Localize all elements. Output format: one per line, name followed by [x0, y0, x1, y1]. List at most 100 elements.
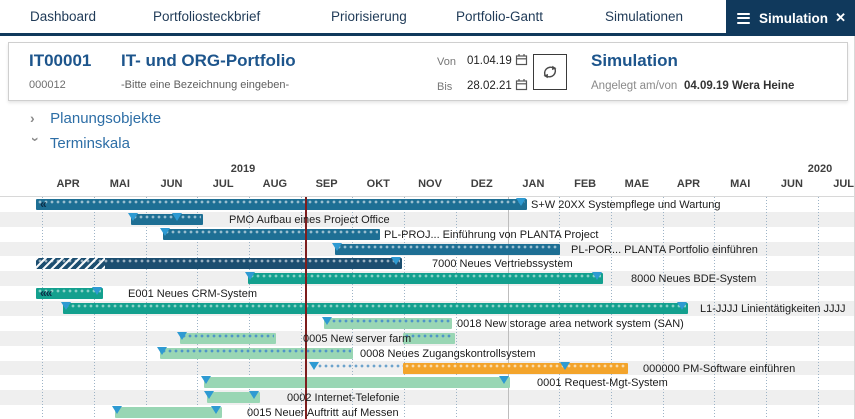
month-label: JUL [833, 178, 854, 190]
gantt-bar[interactable] [180, 332, 276, 344]
month-label: AUG [262, 178, 288, 190]
gantt-bar[interactable] [115, 407, 222, 419]
milestone-triangle-icon [128, 212, 138, 221]
bar-dot-pattern [38, 200, 525, 204]
bar-dot-pattern [133, 214, 201, 219]
bar-dot-pattern [38, 289, 101, 294]
scroll-back-marker: « [40, 197, 47, 211]
gantt-bar[interactable] [207, 392, 260, 404]
month-gridline [714, 197, 716, 419]
bar-dot-pattern [405, 363, 626, 368]
von-label: Von [437, 56, 456, 68]
milestone-triangle-icon [499, 376, 509, 385]
top-nav: Dashboard Portfoliosteckbrief Priorisier… [0, 0, 855, 36]
milestone-triangle-icon [157, 346, 167, 355]
nav-item-portfolio-gantt[interactable]: Portfolio-Gantt [456, 9, 544, 24]
gantt-bar[interactable]: « [36, 197, 527, 211]
section-terminskala[interactable]: › Terminskala [28, 135, 130, 152]
month-gridline [42, 197, 44, 419]
milestone-triangle-icon [245, 272, 255, 281]
gantt-bar[interactable] [63, 303, 688, 315]
gantt-bar-label: 0001 Request-Mgt-System [537, 377, 668, 390]
month-gridline [817, 197, 819, 419]
gantt-bar-segment[interactable] [403, 332, 455, 344]
bis-label: Bis [437, 81, 453, 93]
gantt-bar[interactable] [160, 347, 353, 359]
bis-date-field[interactable]: 28.02.21 [467, 80, 512, 92]
milestone-triangle-icon [160, 227, 170, 236]
nav-item-simulationen[interactable]: Simulationen [605, 9, 684, 24]
nav-item-dashboard[interactable]: Dashboard [30, 9, 97, 24]
gantt-bar-label: 0005 New server farm [303, 332, 412, 345]
portfolio-header-card: IT00001 IT- und ORG-Portfolio 000012 -Bi… [8, 42, 848, 101]
gantt-bar-label: 8000 Neues BDE-System [631, 273, 757, 286]
nav-item-priorisierung[interactable]: Priorisierung [331, 9, 407, 24]
sync-button[interactable] [533, 54, 567, 90]
bar-dot-pattern [326, 318, 450, 323]
portfolio-id: IT00001 [29, 51, 92, 70]
gantt-month-header: APR MAI JUN JUL AUG SEP OKT NOV DEZ JAN FEB MAE APR M… [0, 178, 855, 193]
bar-dot-pattern [250, 274, 601, 279]
gantt-bar[interactable] [403, 362, 628, 374]
gantt-bar[interactable]: «« [36, 287, 103, 300]
gantt-bar[interactable] [324, 317, 452, 329]
milestone-triangle-icon [560, 361, 570, 370]
close-icon[interactable]: ✕ [835, 10, 846, 25]
gantt-row-stripe [0, 390, 855, 406]
tab-simulation-active[interactable]: Simulation ✕ [726, 0, 855, 36]
bar-dot-pattern [405, 333, 453, 338]
active-tab-label: Simulation [759, 10, 829, 26]
milestone-triangle-icon [61, 302, 71, 311]
section-planungsobjekte[interactable]: › Planungsobjekte [30, 110, 161, 127]
month-label: MAI [109, 178, 130, 190]
milestone-triangle-icon [592, 272, 602, 281]
milestone-triangle-icon [332, 242, 342, 251]
gantt-bar[interactable] [36, 258, 402, 270]
calendar-icon[interactable] [515, 53, 528, 71]
chevron-down-icon[interactable]: › [28, 137, 44, 142]
milestone-triangle-icon [112, 406, 122, 415]
gantt-bar[interactable] [163, 228, 380, 240]
gantt-bar[interactable] [131, 213, 203, 225]
month-label: MAI [730, 178, 751, 190]
gantt-bar[interactable] [248, 273, 603, 285]
created-label: Angelegt am/von [591, 80, 678, 92]
month-gridline [766, 197, 767, 419]
gantt-bar-label: 0018 New storage area network system (SA… [457, 317, 684, 330]
bar-dot-pattern [65, 304, 686, 309]
bar-progress-hatch [36, 258, 105, 270]
menu-icon[interactable] [737, 10, 750, 26]
simulation-title: Simulation [591, 51, 678, 70]
milestone-triangle-icon [177, 331, 187, 340]
gantt-bar-label: 0015 Neuer Auftritt auf Messen [247, 407, 399, 419]
portfolio-code: 000012 [29, 79, 66, 91]
nav-item-portfoliosteckbrief[interactable]: Portfoliosteckbrief [153, 9, 261, 24]
section-terminskala-label: Terminskala [49, 135, 130, 152]
bar-dot-pattern [337, 244, 558, 249]
month-label: MAE [624, 178, 650, 190]
bar-dot-pattern [165, 229, 378, 234]
gantt-bar-label: PMO Aufbau eines Project Office [229, 213, 390, 226]
sync-icon [543, 65, 557, 79]
month-label: APR [56, 178, 80, 190]
portfolio-title: IT- und ORG-Portfolio [121, 51, 296, 70]
milestone-triangle-icon [201, 376, 211, 385]
milestone-triangle-icon [322, 316, 332, 325]
month-label: JUN [160, 178, 183, 190]
gantt-bar[interactable] [204, 377, 510, 389]
gantt-bar[interactable] [335, 243, 560, 255]
nav-underline [0, 33, 855, 36]
gantt-bar-label: 000000 PM-Software einführen [643, 362, 796, 375]
von-date-field[interactable]: 01.04.19 [467, 55, 512, 67]
gantt-year-header: 2019 2020 [0, 163, 855, 176]
month-label: NOV [418, 178, 442, 190]
year-label: 2019 [230, 163, 256, 175]
calendar-icon[interactable] [515, 78, 528, 96]
chevron-right-icon[interactable]: › [30, 110, 35, 126]
month-label: JUL [212, 178, 234, 190]
gantt-bar-label: 0008 Neues Zugangskontrollsystem [360, 347, 536, 360]
gantt-bar-label: 0002 Internet-Telefonie [287, 392, 400, 405]
portfolio-name-input[interactable]: -Bitte eine Bezeichnung eingeben- [121, 79, 290, 91]
milestone-triangle-icon [249, 391, 259, 400]
